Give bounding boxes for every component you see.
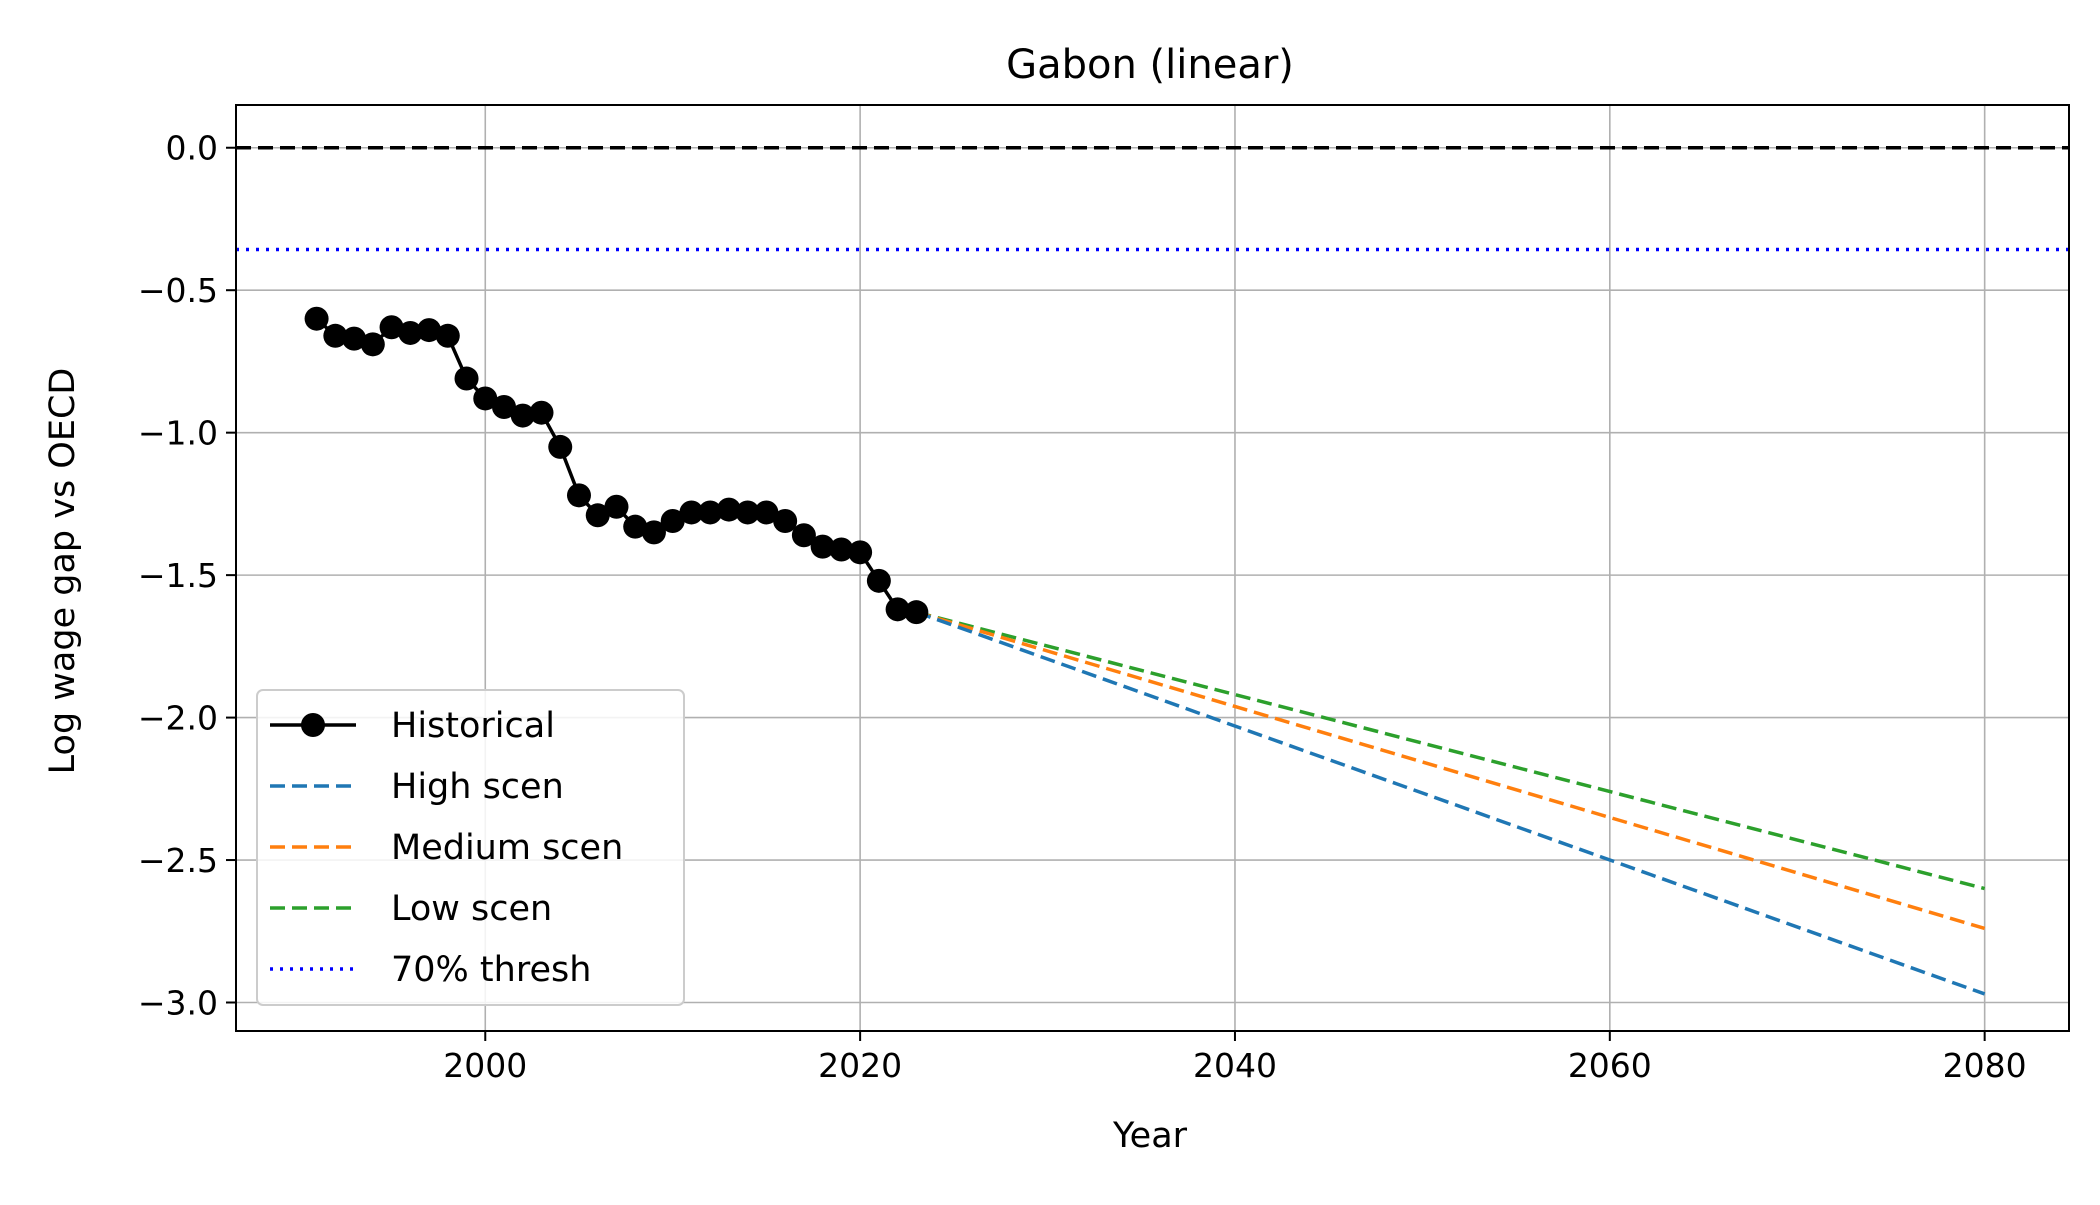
data-point (773, 508, 798, 533)
legend-label: High scen (391, 767, 564, 807)
data-point (379, 315, 404, 340)
data-point (904, 600, 929, 625)
data-point (829, 537, 854, 562)
data-point (585, 503, 610, 528)
data-point (529, 400, 554, 425)
data-point (492, 395, 517, 420)
y-tick-label: −0.5 (138, 271, 218, 310)
data-point (866, 568, 891, 593)
data-point (304, 306, 329, 331)
legend-item: High scen (270, 767, 564, 807)
y-tick-label: −3.0 (138, 984, 218, 1023)
data-point (810, 534, 835, 559)
data-point (791, 523, 816, 548)
data-point (735, 500, 760, 525)
data-point (566, 483, 591, 508)
y-tick-label: −1.5 (138, 556, 218, 595)
x-tick-label: 2000 (443, 1046, 527, 1085)
x-axis-label: Year (1112, 1116, 1188, 1156)
data-point (679, 500, 704, 525)
legend-item: Historical (270, 706, 555, 746)
y-axis-label: Log wage gap vs OECD (43, 368, 83, 775)
series-medium-scen (915, 610, 1986, 931)
series-line (915, 610, 1986, 891)
series-layer (304, 306, 1986, 996)
data-point (641, 520, 666, 545)
y-axis-ticks: 0.0 −0.5 −1.0 −1.5 −2.0 −2.5 −3.0 (138, 129, 236, 1023)
data-point (754, 500, 779, 525)
data-point (716, 497, 741, 522)
legend-marker (301, 713, 325, 737)
y-tick-label: −2.0 (138, 699, 218, 738)
data-point (323, 323, 348, 348)
data-point (848, 540, 873, 565)
data-point (604, 494, 629, 519)
plot-frame (235, 104, 2070, 1032)
series-line (915, 610, 1986, 931)
series-high-scen (915, 610, 1986, 996)
legend-item: Medium scen (270, 828, 623, 868)
legend-label: Low scen (391, 889, 552, 929)
legend-label: 70% thresh (391, 950, 591, 990)
legend-box (256, 689, 685, 1006)
x-tick-label: 2020 (818, 1046, 902, 1085)
data-point (548, 434, 573, 459)
data-point (473, 386, 498, 411)
x-axis-ticks: 2000 2020 2040 2060 2080 (443, 1031, 2027, 1085)
series-line (915, 610, 1986, 996)
data-point (885, 597, 910, 622)
legend: Historical High scen Medium scen Low scen 70… (256, 689, 685, 1006)
data-point (510, 403, 535, 428)
legend-item: 70% thresh (270, 950, 591, 990)
x-tick-label: 2040 (1193, 1046, 1277, 1085)
data-point (623, 514, 648, 539)
y-tick-label: −2.5 (138, 841, 218, 880)
data-point (698, 500, 723, 525)
data-point (660, 508, 685, 533)
chart-title: Gabon (linear) (1006, 42, 1294, 88)
data-point (417, 318, 442, 343)
x-tick-label: 2060 (1568, 1046, 1652, 1085)
x-tick-label: 2080 (1943, 1046, 2027, 1085)
series-historical (304, 306, 929, 625)
series-low-scen (915, 610, 1986, 891)
data-point (454, 366, 479, 391)
legend-item: Low scen (270, 889, 552, 929)
reference-lines (236, 145, 2069, 252)
data-point (435, 323, 460, 348)
y-tick-label: 0.0 (166, 129, 218, 168)
data-point (342, 326, 367, 351)
legend-label: Historical (391, 706, 555, 746)
y-tick-label: −1.0 (138, 414, 218, 453)
legend-label: Medium scen (391, 828, 623, 868)
data-point (360, 332, 385, 357)
data-point (398, 320, 423, 345)
